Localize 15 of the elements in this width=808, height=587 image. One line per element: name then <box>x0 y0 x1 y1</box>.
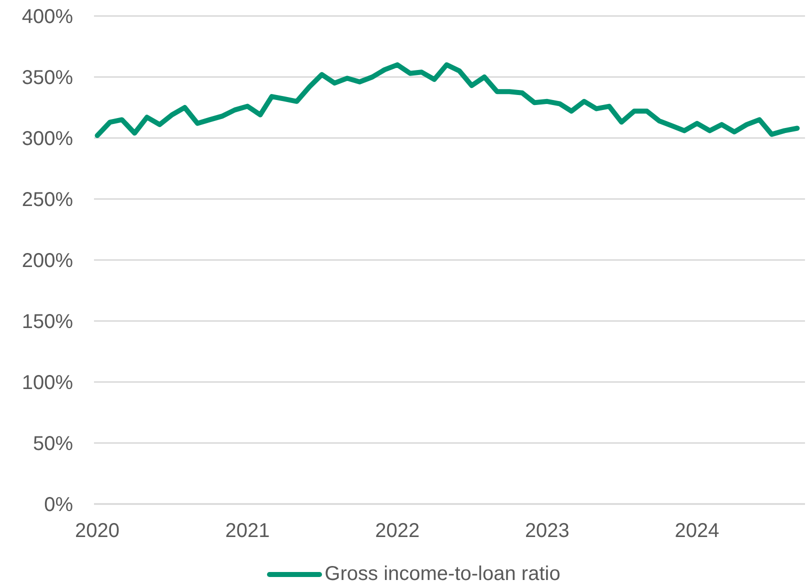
y-tick-label: 200% <box>22 250 74 272</box>
y-tick-label: 0% <box>44 494 74 516</box>
x-tick-label: 2020 <box>75 520 120 542</box>
y-tick-label: 350% <box>22 67 74 90</box>
y-tick-label: 150% <box>22 311 74 334</box>
x-tick-label: 2023 <box>524 520 570 542</box>
y-tick-label: 100% <box>22 372 74 394</box>
x-tick-label: 2022 <box>375 520 420 542</box>
x-tick-label: 2021 <box>225 520 270 542</box>
y-tick-label: 250% <box>22 189 74 212</box>
x-tick-label: 2024 <box>674 520 720 542</box>
y-tick-label: 50% <box>32 433 74 456</box>
y-tick-label: 300% <box>22 128 74 150</box>
y-tick-label: 400% <box>22 6 74 28</box>
legend-label: Gross income-to-loan ratio <box>324 563 560 585</box>
